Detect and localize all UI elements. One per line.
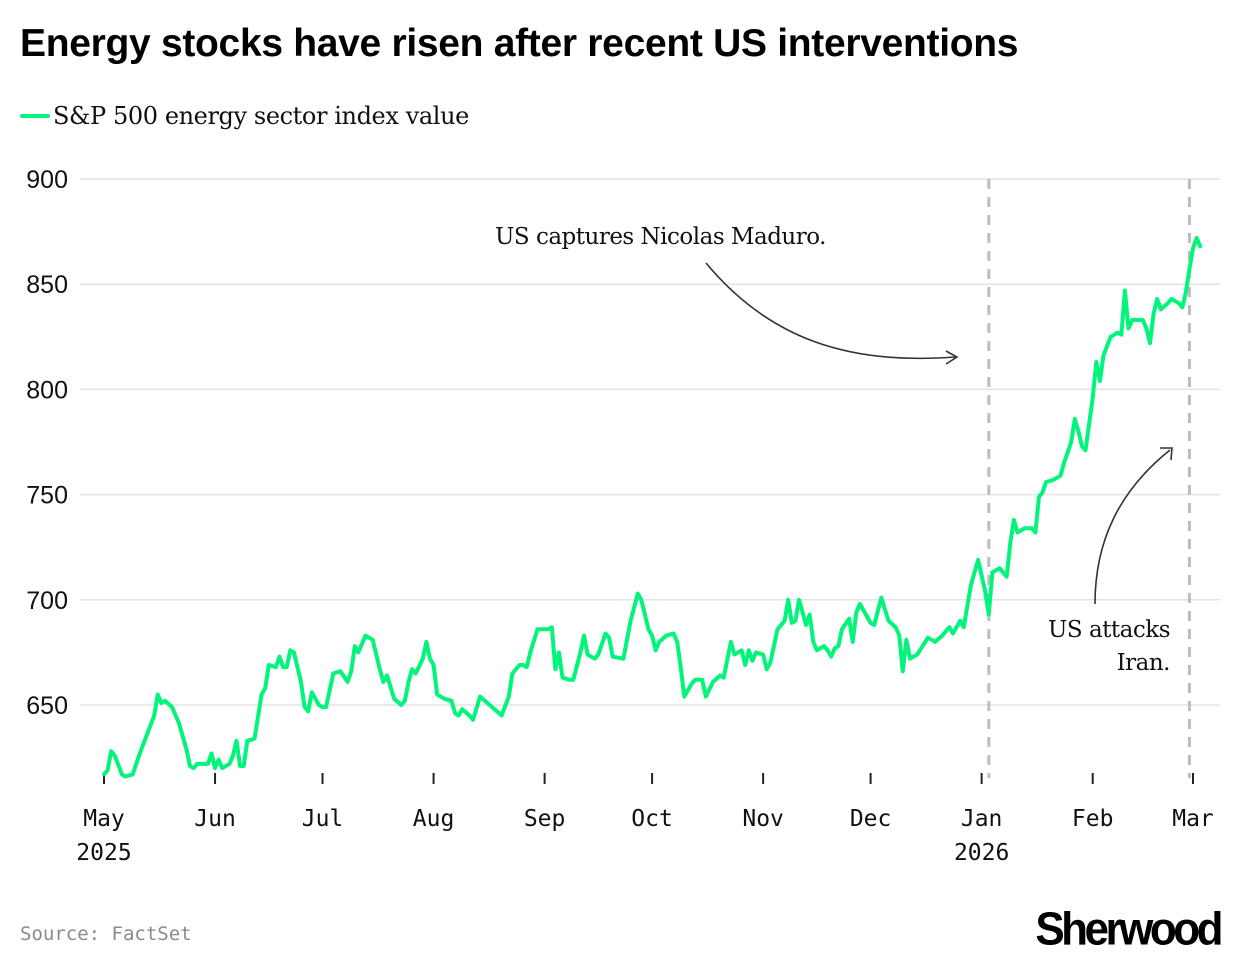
x-tick-label-sep: Sep bbox=[524, 806, 566, 832]
source-note: Source: FactSet bbox=[20, 923, 192, 945]
y-tick-label-900: 900 bbox=[26, 166, 68, 194]
gridlines bbox=[80, 178, 1220, 706]
series-energy bbox=[102, 235, 1203, 779]
x-tick-label-nov: Nov bbox=[742, 806, 784, 832]
annotation-iran-arrow bbox=[1094, 449, 1171, 605]
brand-logo: Sherwood bbox=[1035, 903, 1223, 956]
x-tick-year-2025: 2025 bbox=[76, 840, 131, 866]
x-tick-label-mar: Mar bbox=[1172, 806, 1214, 832]
legend-swatch-energy bbox=[20, 114, 50, 118]
x-axis: May 2025 Jun Jul Aug Sep Oct Nov Dec Jan 2026 Feb Ma… bbox=[76, 773, 1214, 866]
annotation-iran-arrowhead bbox=[1160, 447, 1173, 461]
series-line-energy bbox=[102, 235, 1203, 779]
x-tick-label-dec: Dec bbox=[850, 806, 892, 832]
y-tick-label-800: 800 bbox=[26, 376, 68, 404]
x-tick-label-may: May bbox=[83, 806, 125, 832]
y-tick-label-750: 750 bbox=[26, 482, 68, 510]
annotations: US captures Nicolas Maduro. US attacks I… bbox=[495, 224, 1173, 676]
annotation-maduro-arrow bbox=[705, 262, 956, 360]
y-tick-label-650: 650 bbox=[26, 692, 68, 720]
x-tick-label-jan: Jan bbox=[961, 806, 1003, 832]
y-tick-label-700: 700 bbox=[26, 587, 68, 615]
x-tick-year-2026: 2026 bbox=[954, 840, 1009, 866]
annotation-maduro-arrowhead bbox=[945, 350, 959, 365]
legend: S&P 500 energy sector index value bbox=[20, 102, 469, 130]
x-tick-label-jul: Jul bbox=[302, 806, 344, 832]
annotation-iran-text-line2: Iran. bbox=[1117, 650, 1170, 676]
x-tick-label-aug: Aug bbox=[413, 806, 455, 832]
chart-title: Energy stocks have risen after recent US… bbox=[20, 22, 1019, 65]
y-tick-label-850: 850 bbox=[26, 271, 68, 299]
event-markers bbox=[987, 179, 1191, 778]
legend-label-energy: S&P 500 energy sector index value bbox=[53, 102, 469, 130]
x-tick-label-jun: Jun bbox=[194, 806, 236, 832]
y-axis: 650 700 750 800 850 900 bbox=[26, 166, 68, 720]
x-tick-label-oct: Oct bbox=[631, 806, 673, 832]
annotation-maduro-text: US captures Nicolas Maduro. bbox=[495, 224, 826, 250]
annotation-iran-text-line1: US attacks bbox=[1048, 617, 1170, 643]
x-tick-label-feb: Feb bbox=[1072, 806, 1114, 832]
